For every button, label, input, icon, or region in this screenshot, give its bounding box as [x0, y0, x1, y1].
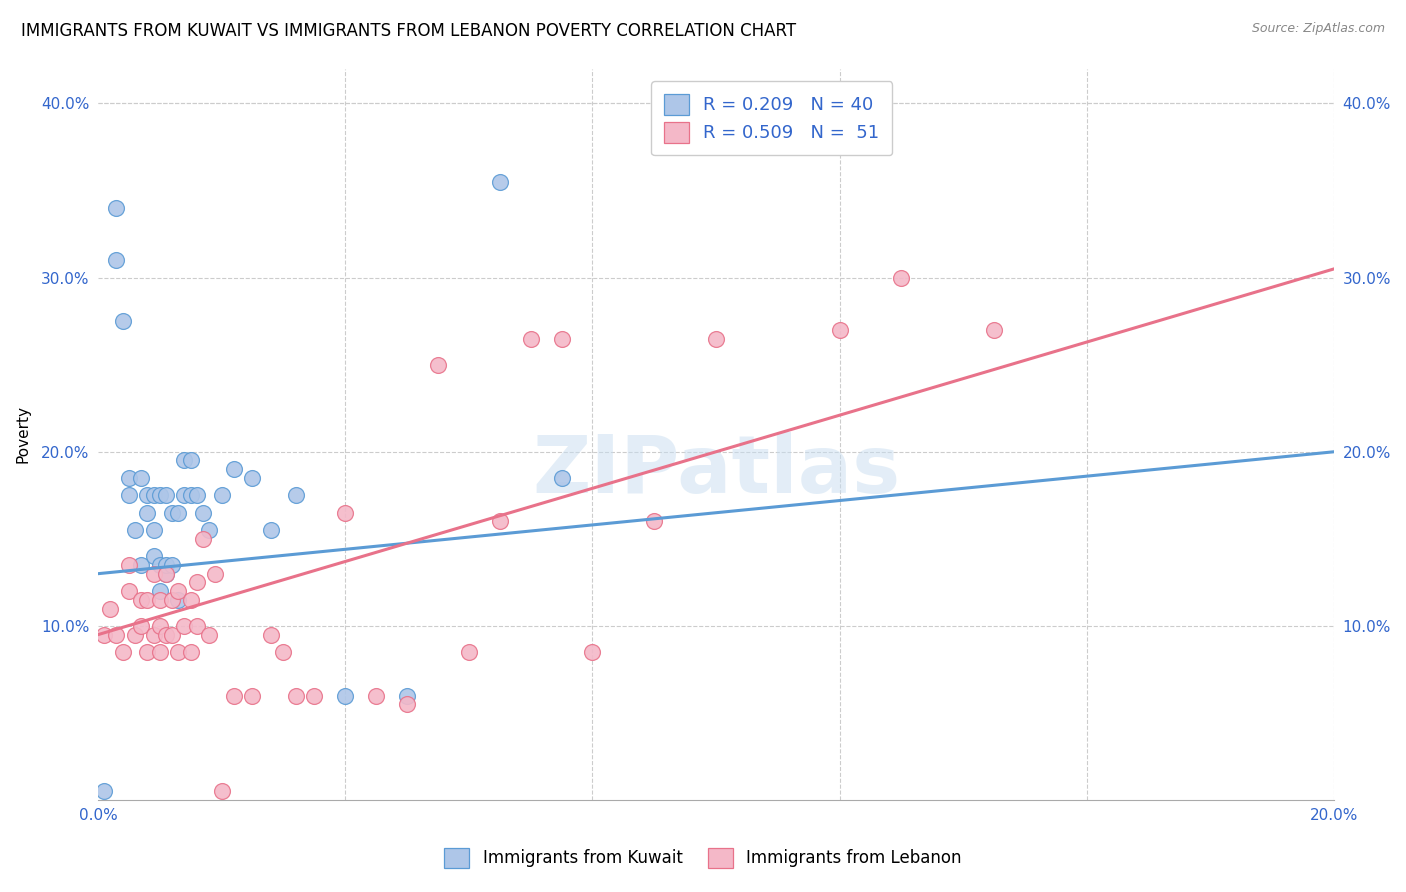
- Point: [118, 584, 141, 599]
- Point: [111, 645, 134, 659]
- Text: IMMIGRANTS FROM KUWAIT VS IMMIGRANTS FROM LEBANON POVERTY CORRELATION CHART: IMMIGRANTS FROM KUWAIT VS IMMIGRANTS FRO…: [21, 22, 796, 40]
- Point: [273, 645, 295, 659]
- Point: [304, 689, 326, 703]
- Point: [118, 558, 141, 572]
- Point: [98, 601, 121, 615]
- Point: [180, 453, 202, 467]
- Point: [142, 628, 165, 642]
- Legend: Immigrants from Kuwait, Immigrants from Lebanon: Immigrants from Kuwait, Immigrants from …: [437, 841, 969, 875]
- Point: [180, 488, 202, 502]
- Point: [890, 270, 912, 285]
- Point: [180, 592, 202, 607]
- Point: [93, 628, 115, 642]
- Point: [136, 506, 159, 520]
- Point: [155, 558, 177, 572]
- Point: [160, 592, 183, 607]
- Point: [488, 175, 510, 189]
- Point: [155, 566, 177, 581]
- Point: [828, 323, 851, 337]
- Point: [149, 592, 172, 607]
- Point: [242, 471, 264, 485]
- Point: [186, 488, 208, 502]
- Point: [260, 628, 283, 642]
- Point: [186, 619, 208, 633]
- Point: [186, 575, 208, 590]
- Point: [581, 645, 603, 659]
- Point: [155, 628, 177, 642]
- Point: [167, 645, 190, 659]
- Point: [136, 488, 159, 502]
- Point: [335, 689, 357, 703]
- Point: [284, 488, 307, 502]
- Point: [204, 566, 226, 581]
- Point: [105, 201, 128, 215]
- Point: [93, 784, 115, 798]
- Point: [155, 566, 177, 581]
- Point: [136, 645, 159, 659]
- Text: ZIPatlas: ZIPatlas: [531, 432, 900, 510]
- Point: [198, 523, 221, 537]
- Point: [111, 314, 134, 328]
- Point: [167, 592, 190, 607]
- Point: [129, 558, 152, 572]
- Point: [364, 689, 387, 703]
- Point: [105, 628, 128, 642]
- Point: [167, 506, 190, 520]
- Point: [191, 506, 214, 520]
- Point: [395, 689, 418, 703]
- Point: [167, 584, 190, 599]
- Point: [149, 645, 172, 659]
- Point: [550, 332, 572, 346]
- Point: [426, 358, 449, 372]
- Point: [142, 523, 165, 537]
- Point: [142, 488, 165, 502]
- Y-axis label: Poverty: Poverty: [15, 405, 30, 463]
- Point: [335, 506, 357, 520]
- Point: [149, 619, 172, 633]
- Point: [149, 488, 172, 502]
- Point: [395, 698, 418, 712]
- Point: [129, 619, 152, 633]
- Point: [129, 592, 152, 607]
- Point: [983, 323, 1005, 337]
- Point: [260, 523, 283, 537]
- Point: [142, 566, 165, 581]
- Point: [173, 453, 195, 467]
- Point: [124, 523, 146, 537]
- Point: [155, 488, 177, 502]
- Point: [124, 628, 146, 642]
- Point: [118, 471, 141, 485]
- Point: [173, 488, 195, 502]
- Point: [173, 619, 195, 633]
- Point: [550, 471, 572, 485]
- Point: [191, 532, 214, 546]
- Point: [242, 689, 264, 703]
- Point: [488, 515, 510, 529]
- Point: [160, 558, 183, 572]
- Point: [180, 645, 202, 659]
- Point: [211, 488, 233, 502]
- Point: [118, 488, 141, 502]
- Point: [198, 628, 221, 642]
- Legend: R = 0.209   N = 40, R = 0.509   N =  51: R = 0.209 N = 40, R = 0.509 N = 51: [651, 81, 893, 155]
- Point: [129, 471, 152, 485]
- Point: [457, 645, 479, 659]
- Point: [284, 689, 307, 703]
- Point: [222, 462, 245, 476]
- Point: [136, 592, 159, 607]
- Point: [160, 506, 183, 520]
- Point: [643, 515, 665, 529]
- Point: [160, 628, 183, 642]
- Point: [704, 332, 727, 346]
- Point: [519, 332, 541, 346]
- Point: [142, 549, 165, 564]
- Point: [149, 584, 172, 599]
- Point: [211, 784, 233, 798]
- Point: [149, 558, 172, 572]
- Text: Source: ZipAtlas.com: Source: ZipAtlas.com: [1251, 22, 1385, 36]
- Point: [105, 253, 128, 268]
- Point: [222, 689, 245, 703]
